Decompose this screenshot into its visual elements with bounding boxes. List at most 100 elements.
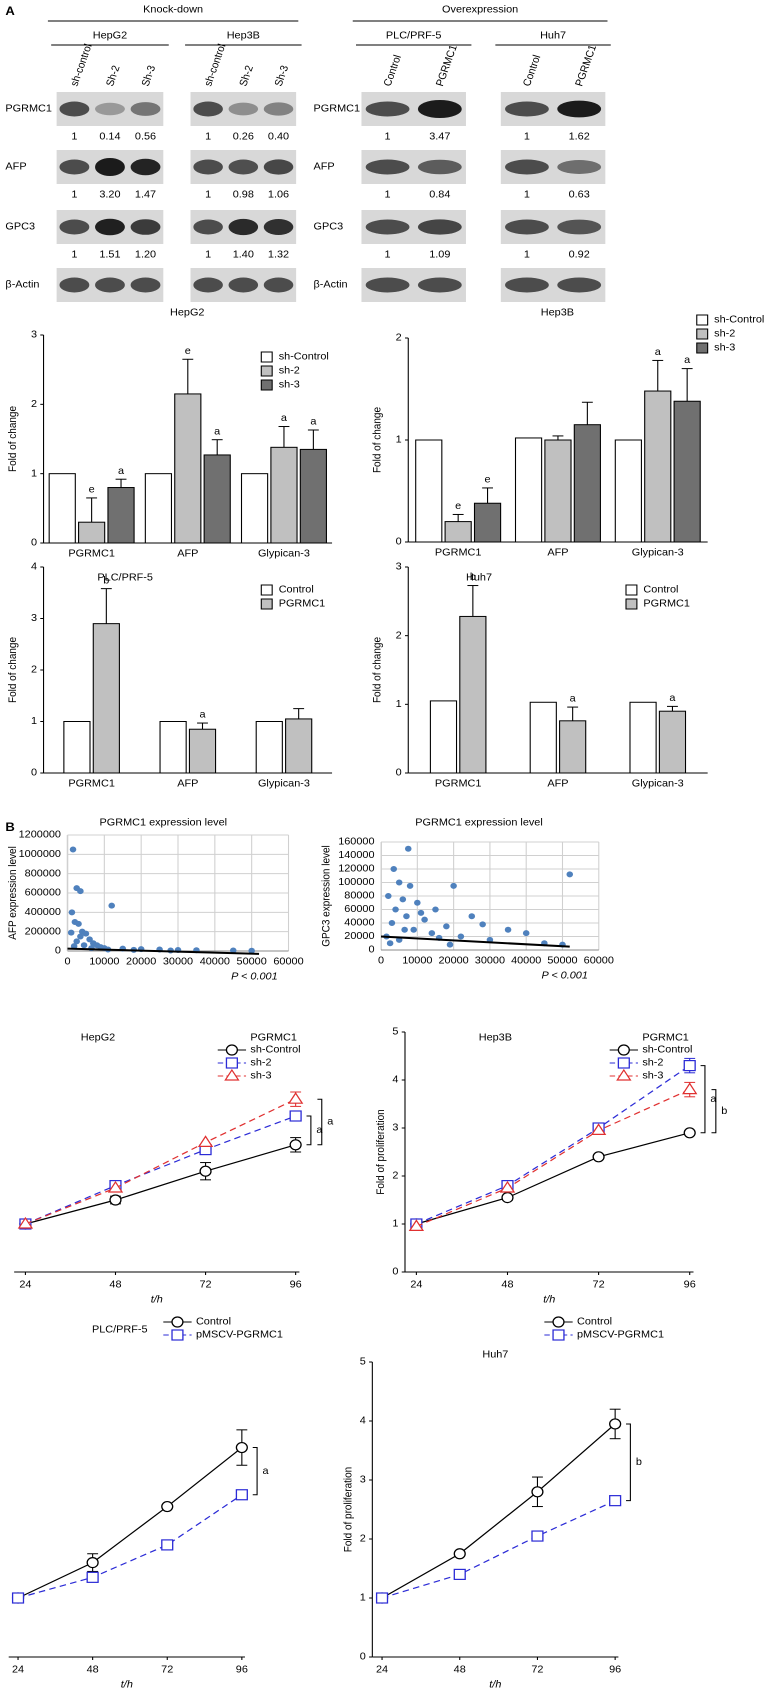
blot-band <box>557 100 602 118</box>
legend-label: pMSCV-PGRMC1 <box>196 1330 283 1341</box>
bar <box>63 721 91 774</box>
scatter-point <box>82 930 90 937</box>
x-tick-label: Glypican-3 <box>632 548 684 559</box>
legend-swatch <box>625 598 638 610</box>
significance-label: a <box>118 466 124 477</box>
legend-label: sh-2 <box>642 1058 663 1069</box>
y-tick-label: 4 <box>31 562 37 573</box>
significance-label: a <box>263 1466 269 1477</box>
significance-bracket <box>317 1098 323 1146</box>
x-tick-label: AFP <box>547 779 568 790</box>
legend-label: sh-Control <box>279 352 329 363</box>
significance-bracket <box>252 1447 258 1496</box>
bar <box>559 720 587 774</box>
y-axis-label: Fold of change <box>372 407 383 473</box>
blot-band <box>557 219 602 235</box>
scatter-point <box>70 943 78 950</box>
trend-line <box>67 947 260 955</box>
blot-band <box>228 277 259 293</box>
lane-label: Sh-3 <box>140 64 158 87</box>
scatter-point <box>457 933 465 940</box>
legend-label: pMSCV-PGRMC1 <box>577 1330 664 1341</box>
bar <box>444 521 472 543</box>
x-tick-label: 48 <box>501 1280 513 1291</box>
marker <box>592 1151 605 1163</box>
scatter-point <box>385 893 392 899</box>
blot-band <box>263 219 294 235</box>
scatter-point <box>77 933 84 940</box>
blot-band <box>130 277 161 293</box>
quantification: 0.92 <box>569 250 590 261</box>
bar <box>529 701 557 774</box>
legend-label: sh-Control <box>714 315 764 326</box>
blot-band <box>417 219 462 235</box>
legend-swatch <box>260 379 273 391</box>
x-tick-label: AFP <box>547 548 568 559</box>
marker <box>501 1191 514 1204</box>
y-tick-label: 0 <box>396 768 402 779</box>
lane-label: Control <box>382 54 404 88</box>
significance-label: b <box>636 1457 642 1468</box>
series-line <box>25 1098 296 1225</box>
y-tick-label: 0 <box>396 537 402 548</box>
quantification: 1 <box>385 250 391 261</box>
marker <box>289 1139 302 1151</box>
series-line <box>416 1065 691 1225</box>
bar <box>514 437 543 543</box>
quantification: 1 <box>71 250 77 261</box>
y-tick-label: 20000 <box>344 931 374 942</box>
quantification: 1 <box>524 190 530 201</box>
legend-label: sh-2 <box>714 329 735 340</box>
blot-band <box>59 277 90 293</box>
y-tick-label: 0 <box>31 538 37 549</box>
group-title: Knock-down <box>143 5 203 16</box>
x-tick-label: 40000 <box>200 957 230 968</box>
y-tick-label: 0 <box>392 1267 398 1278</box>
marker <box>617 1057 630 1069</box>
y-axis-label: Fold of change <box>372 637 383 703</box>
blot-row-label: PGRMC1 <box>314 104 361 115</box>
x-tick-label: 72 <box>593 1280 605 1291</box>
figure-body: A B Knock-downPGRMC1AFPGPC3β-ActinHepG2s… <box>5 5 764 1691</box>
blot-band <box>417 159 462 175</box>
quantification: 1.09 <box>429 250 450 261</box>
x-tick-label: 30000 <box>475 956 505 967</box>
marker <box>86 1556 99 1569</box>
chart-title: PLC/PRF-5 <box>92 1325 148 1336</box>
chart-title: PLC/PRF-5 <box>97 573 153 584</box>
blot-band <box>417 277 462 293</box>
cell-line-title: Huh7 <box>540 31 566 42</box>
panel-label: B <box>5 821 14 834</box>
quantification: 0.26 <box>233 132 254 143</box>
bar <box>255 721 283 774</box>
marker <box>531 1486 544 1498</box>
blot-row-label: β-Actin <box>5 280 39 291</box>
significance-label: a <box>669 693 675 704</box>
p-value: P < 0.001 <box>231 972 277 983</box>
marker <box>683 1059 696 1072</box>
blot-band <box>59 219 90 235</box>
blot-band <box>193 219 223 235</box>
chart-title: Huh7 <box>482 1350 508 1361</box>
scatter-point <box>450 882 457 889</box>
y-tick-label: 1 <box>396 435 402 446</box>
quantification: 1 <box>385 132 391 143</box>
marker <box>531 1530 544 1542</box>
bar <box>658 710 687 774</box>
scatter-point <box>417 909 425 916</box>
y-tick-label: 3 <box>396 562 402 573</box>
x-tick-label: PGRMC1 <box>68 549 115 560</box>
quantification: 0.84 <box>429 190 450 201</box>
legend-swatch <box>260 598 273 610</box>
bar <box>48 473 76 544</box>
legend-swatch <box>696 328 709 340</box>
x-tick-label: 50000 <box>237 957 267 968</box>
series-line <box>381 1500 616 1599</box>
significance-label: e <box>455 501 461 512</box>
significance-label: a <box>310 417 316 428</box>
y-tick-label: 1 <box>360 1593 366 1604</box>
legend-label: Control <box>196 1317 231 1328</box>
marker <box>287 1092 304 1104</box>
significance-label: a <box>214 427 220 438</box>
significance-label: a <box>710 1094 716 1105</box>
